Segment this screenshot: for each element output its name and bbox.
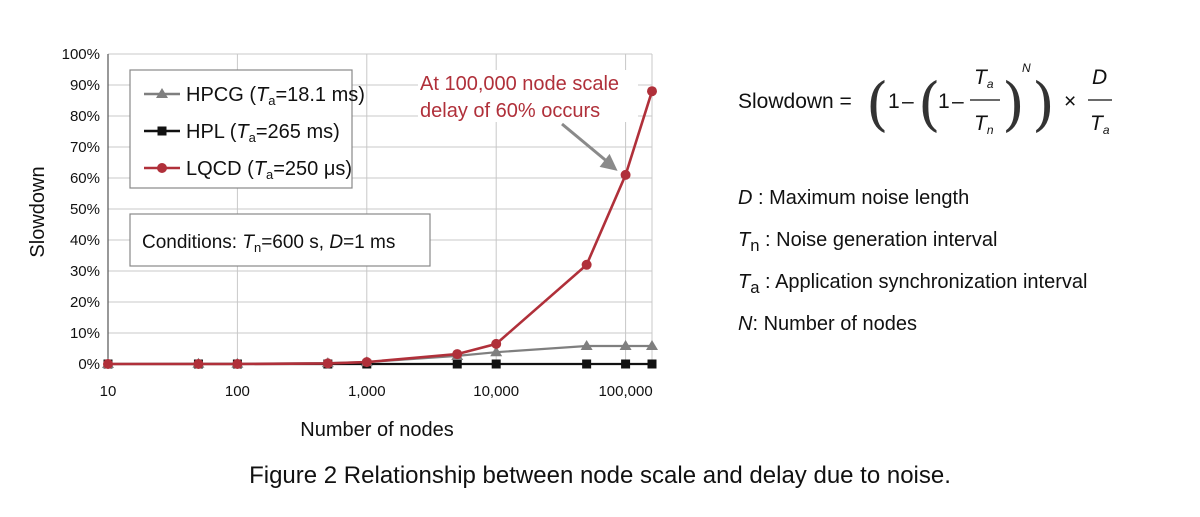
formula-minus-2: –	[952, 90, 964, 113]
formula-one-2: 1	[938, 90, 950, 113]
y-axis-title: Slowdown	[27, 166, 49, 257]
x-axis-title: Number of nodes	[300, 419, 453, 441]
tick-labels: 0% 10% 20% 30% 40% 50% 60% 70% 80% 90% 100% 10 100 1,…	[62, 46, 653, 400]
formula-minus-1: –	[902, 90, 914, 113]
legend: HPCG (Ta=18.1 ms) HPL (Ta=265 ms) LQCD (Ta…	[129, 69, 365, 189]
series-circle	[103, 86, 657, 369]
y-tick-label: 70%	[70, 139, 100, 156]
formula-d: D	[1092, 66, 1107, 89]
y-tick-label: 90%	[70, 77, 100, 94]
data-point	[582, 359, 592, 369]
formula-inner-open-paren: (	[918, 70, 941, 138]
data-point	[621, 359, 631, 369]
legend-entry: HPL (Ta=265 ms)	[186, 121, 340, 145]
annotation-line-1: At 100,000 node scale	[420, 73, 619, 95]
annotation-arrow-head	[599, 153, 618, 171]
data-point	[580, 340, 593, 351]
x-tick-label: 1,000	[348, 383, 386, 400]
data-point	[322, 358, 333, 369]
definition-row: Tn : Noise generation interval	[738, 229, 998, 255]
variable-definitions: D : Maximum noise length Tn : Noise gene…	[738, 180, 1087, 348]
annotation-line-2: delay of 60% occurs	[420, 100, 600, 122]
definition-row: Ta : Application synchronization interva…	[738, 271, 1088, 297]
data-point	[647, 359, 657, 369]
formula-inner-close-paren: )	[1002, 70, 1025, 138]
data-point	[581, 259, 592, 270]
data-point	[361, 357, 372, 368]
definition-row: D : Maximum noise length	[738, 187, 970, 209]
data-point	[620, 169, 631, 180]
y-tick-label: 60%	[70, 170, 100, 187]
data-point	[491, 359, 501, 369]
x-tick-label: 10,000	[473, 383, 519, 400]
data-point	[490, 346, 503, 357]
formula-outer-open-paren: (	[866, 70, 889, 138]
legend-entry: LQCD (Ta=250 μs)	[186, 158, 352, 182]
conditions-text: Conditions: Tn=600 s, D=1 ms	[142, 232, 395, 255]
formula-times: ×	[1064, 90, 1076, 113]
y-tick-label: 10%	[70, 325, 100, 342]
data-point	[232, 359, 243, 369]
formula-lhs: Slowdown =	[738, 90, 852, 113]
y-tick-label: 0%	[78, 356, 100, 373]
data-point	[103, 359, 113, 369]
annotation-arrow-shaft	[561, 122, 615, 169]
y-tick-label: 40%	[70, 232, 100, 249]
data-point	[452, 359, 462, 369]
data-point	[157, 163, 167, 173]
y-tick-label: 50%	[70, 201, 100, 218]
y-tick-label: 80%	[70, 108, 100, 125]
x-tick-label: 100	[225, 383, 250, 400]
x-tick-label: 100,000	[598, 383, 652, 400]
data-point	[156, 88, 168, 98]
slowdown-formula: Slowdown = ( 1 – ( 1 – Ta Tn ) N ) × D T…	[738, 61, 1112, 138]
y-tick-label: 100%	[62, 46, 100, 63]
figure-caption: Figure 2 Relationship between node scale…	[249, 462, 951, 489]
legend-entry: HPCG (Ta=18.1 ms)	[186, 84, 365, 108]
definition-row: N: Number of nodes	[738, 313, 917, 335]
formula-one: 1	[888, 90, 900, 113]
formula-outer-close-paren: )	[1032, 70, 1055, 138]
annotation: At 100,000 node scale delay of 60% occur…	[418, 70, 638, 171]
series	[102, 86, 658, 369]
data-point	[157, 126, 167, 136]
data-point	[491, 338, 502, 349]
formula-t-a-2: Ta	[1090, 112, 1110, 137]
formula-t-a: Ta	[974, 66, 994, 91]
data-point	[193, 359, 204, 369]
y-tick-label: 30%	[70, 263, 100, 280]
x-tick-label: 10	[100, 383, 117, 400]
data-point	[647, 86, 657, 97]
y-tick-label: 20%	[70, 294, 100, 311]
data-point	[646, 340, 658, 351]
data-point	[619, 340, 632, 351]
formula-t-n: Tn	[974, 112, 994, 137]
conditions-box: Conditions: Tn=600 s, D=1 ms	[129, 213, 431, 267]
formula-exponent-n: N	[1022, 61, 1031, 75]
data-point	[452, 349, 463, 360]
series-line	[108, 90, 654, 366]
